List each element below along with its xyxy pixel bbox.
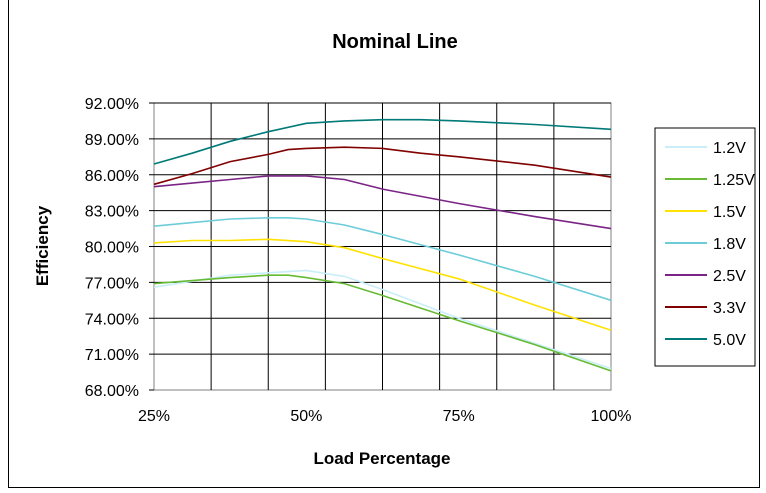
x-tick-label: 25% [138,408,170,425]
legend-label: 1.25V [713,172,755,189]
x-tick-label: 100% [591,408,632,425]
legend-label: 1.8V [713,236,746,253]
y-tick-label: 74.00% [85,311,139,328]
legend-label: 3.3V [713,300,746,317]
legend: 1.2V 1.25V 1.5V 1.8V 2.5V 3.3V 5.0V [654,127,756,367]
series-lines [153,118,612,372]
series-line-1.5V [153,238,612,331]
x-axis-title: Load Percentage [314,449,451,468]
y-tick-label: 71.00% [85,347,139,364]
series-line-1.8V [153,217,612,302]
x-tick-label: 75% [443,408,475,425]
y-axis-ticks: 68.00% 71.00% 74.00% 77.00% 80.00% 83.00% 86.0… [85,96,154,400]
series-line-1.2V [153,269,612,370]
x-axis-ticks: 25% 50% 75% 100% [138,408,631,425]
y-tick-label: 80.00% [85,240,139,257]
y-tick-label: 83.00% [85,204,139,221]
y-tick-label: 92.00% [85,96,139,113]
y-tick-label: 68.00% [85,383,139,400]
series-line-3.3V [153,146,612,186]
x-tick-label: 50% [290,408,322,425]
legend-label: 1.2V [713,140,746,157]
legend-box [654,127,756,367]
series-line-1.25V [153,274,612,372]
series-line-5.0V [153,118,612,165]
y-axis-title: Efficiency [33,205,52,286]
series-line-2.5V [153,175,612,230]
grid-lines [154,102,611,390]
legend-label: 1.5V [713,204,746,221]
y-tick-label: 86.00% [85,168,139,185]
y-tick-label: 77.00% [85,275,139,292]
chart-title: Nominal Line [332,31,458,53]
legend-label: 2.5V [713,268,746,285]
legend-label: 5.0V [713,332,746,349]
y-tick-label: 89.00% [85,132,139,149]
